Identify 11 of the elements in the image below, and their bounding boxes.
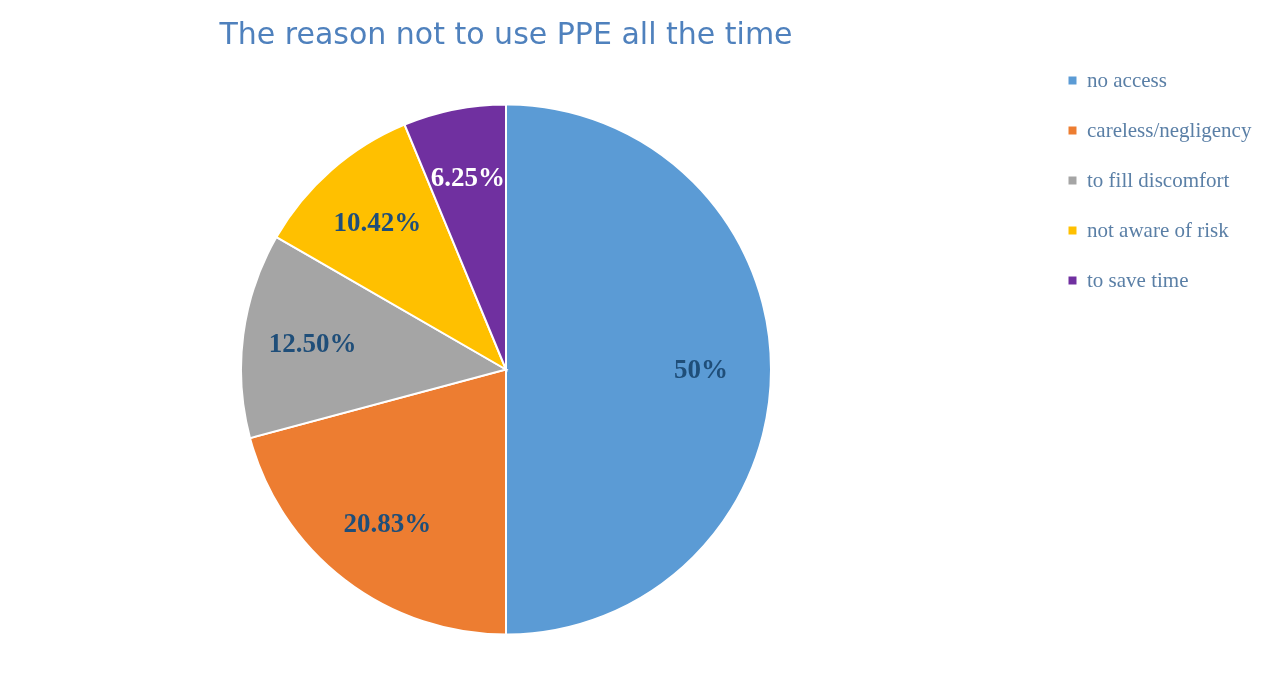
data-label: 50% [674,353,728,384]
legend-label: no access [1087,67,1167,92]
legend-label: not aware of risk [1087,217,1230,242]
data-label: 6.25% [430,162,506,193]
chart-title: The reason not to use PPE all the time [218,16,793,51]
legend-label: careless/negligency [1087,117,1252,142]
data-label: 12.50% [268,328,357,359]
data-label: 20.83% [343,508,432,539]
data-label: 10.42% [333,206,422,237]
legend-label: to save time [1087,267,1189,292]
legend-label: to fill discomfort [1087,167,1230,192]
